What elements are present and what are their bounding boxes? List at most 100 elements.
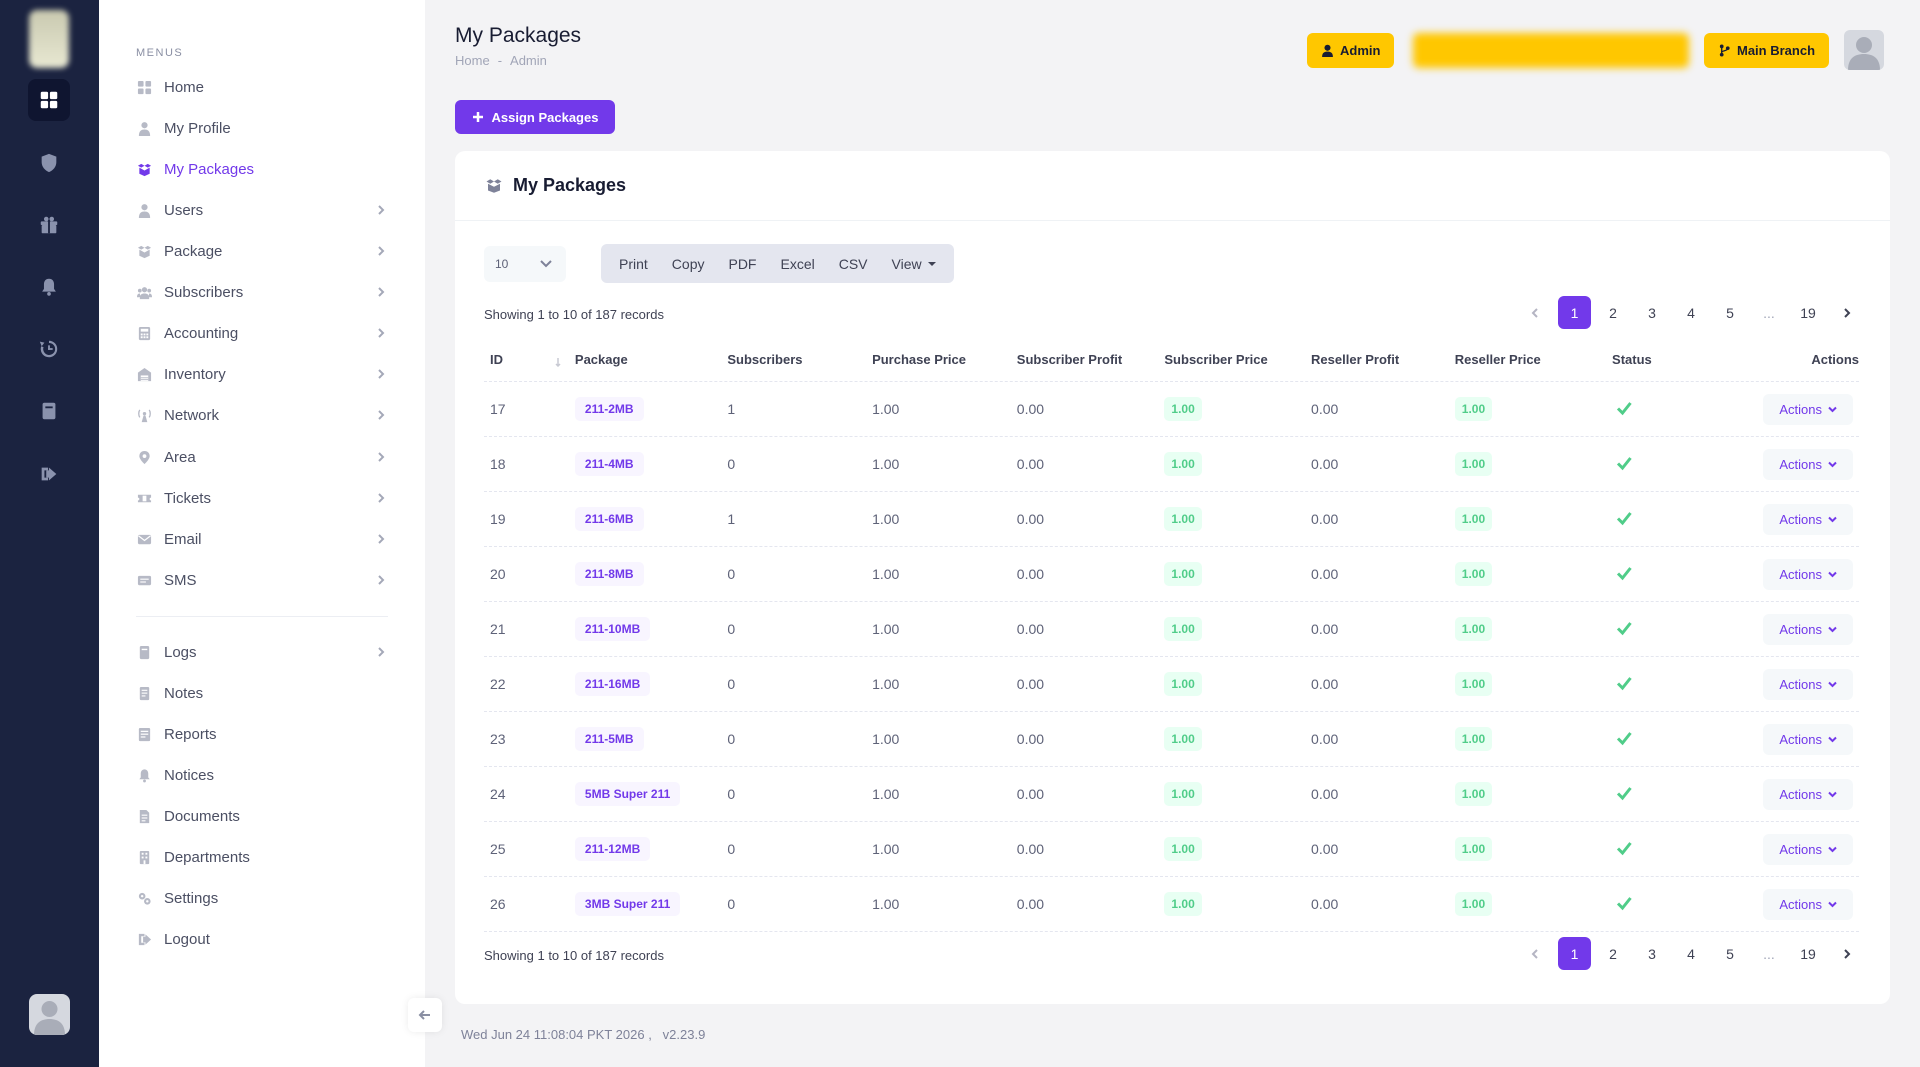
sidebar-item-email[interactable]: Email <box>136 524 388 554</box>
sidebar-item-notices[interactable]: Notices <box>136 760 388 790</box>
sidebar-item-subscribers[interactable]: Subscribers <box>136 277 388 307</box>
row-actions-button[interactable]: Actions <box>1763 558 1853 590</box>
assign-packages-button[interactable]: Assign Packages <box>455 100 615 134</box>
pagination-page-19[interactable]: 19 <box>1800 945 1816 962</box>
shield-icon[interactable] <box>28 142 70 184</box>
package-badge[interactable]: 211-16MB <box>574 672 651 696</box>
sidebar-item-my-packages[interactable]: My Packages <box>136 154 388 184</box>
package-badge[interactable]: 211-5MB <box>574 727 644 751</box>
pagination-page-2[interactable]: 2 <box>1609 945 1617 962</box>
package-badge[interactable]: 5MB Super 211 <box>574 782 681 806</box>
row-actions-button[interactable]: Actions <box>1763 448 1853 480</box>
sidebar-item-notes[interactable]: Notes <box>136 678 388 708</box>
gift-icon[interactable] <box>28 204 70 246</box>
cell-id: 24 <box>490 786 506 802</box>
excel-button[interactable]: Excel <box>780 255 815 272</box>
row-actions-button[interactable]: Actions <box>1763 778 1853 810</box>
pagination-page-1[interactable]: 1 <box>1558 296 1591 329</box>
package-badge[interactable]: 211-4MB <box>574 452 644 476</box>
print-button[interactable]: Print <box>619 255 648 272</box>
pagination-page-4[interactable]: 4 <box>1687 945 1695 962</box>
sidebar-item-departments[interactable]: Departments <box>136 842 388 872</box>
sidebar-item-accounting[interactable]: Accounting <box>136 318 388 348</box>
csv-button[interactable]: CSV <box>838 255 868 272</box>
package-badge[interactable]: 3MB Super 211 <box>574 892 681 916</box>
pagination-page-4[interactable]: 4 <box>1687 304 1695 321</box>
bell-icon[interactable] <box>28 266 70 308</box>
package-badge[interactable]: 211-10MB <box>574 617 651 641</box>
column-header-reseller-profit[interactable]: Reseller Profit <box>1311 351 1400 367</box>
dashboard-icon[interactable] <box>28 79 70 121</box>
pagination-next-button[interactable] <box>1828 296 1866 329</box>
pagination-page-5[interactable]: 5 <box>1726 304 1734 321</box>
column-header-subscriber-profit[interactable]: Subscriber Profit <box>1016 351 1123 367</box>
column-header-subscribers[interactable]: Subscribers <box>727 351 803 367</box>
sidebar-item-documents[interactable]: Documents <box>136 801 388 831</box>
menu-divider <box>136 616 388 617</box>
row-actions-button[interactable]: Actions <box>1763 668 1853 700</box>
sidebar-item-settings[interactable]: Settings <box>136 883 388 913</box>
package-badge[interactable]: 211-6MB <box>574 507 644 531</box>
sidebar-item-logs[interactable]: Logs <box>136 637 388 667</box>
row-actions-button[interactable]: Actions <box>1763 393 1853 425</box>
sidebar-item-tickets[interactable]: Tickets <box>136 483 388 513</box>
row-actions-button[interactable]: Actions <box>1763 613 1853 645</box>
column-header-reseller-price[interactable]: Reseller Price <box>1454 351 1541 367</box>
sidebar-item-reports[interactable]: Reports <box>136 719 388 749</box>
sidebar-item-area[interactable]: Area <box>136 442 388 472</box>
row-actions-button[interactable]: Actions <box>1763 833 1853 865</box>
sidebar-item-logout[interactable]: Logout <box>136 924 388 954</box>
pagination-page-2[interactable]: 2 <box>1609 304 1617 321</box>
pagination-page-5[interactable]: 5 <box>1726 945 1734 962</box>
table-row: 17 211-2MB 1 1.00 0.00 1.00 0.00 1.00 Actions <box>484 382 1859 437</box>
package-badge[interactable]: 211-8MB <box>574 562 644 586</box>
row-actions-button[interactable]: Actions <box>1763 503 1853 535</box>
sidebar-item-label: Logout <box>164 930 210 948</box>
package-badge[interactable]: 211-12MB <box>574 837 651 861</box>
sidebar-item-sms[interactable]: SMS <box>136 565 388 595</box>
column-visibility-button[interactable]: View <box>880 256 948 272</box>
row-actions-button[interactable]: Actions <box>1763 723 1853 755</box>
user-avatar[interactable] <box>29 994 70 1035</box>
row-actions-button[interactable]: Actions <box>1763 888 1853 920</box>
header-user-avatar[interactable] <box>1844 30 1884 70</box>
sidebar-item-inventory[interactable]: Inventory <box>136 359 388 389</box>
branch-selector-button[interactable]: Main Branch <box>1704 33 1830 68</box>
pagination-page-1[interactable]: 1 <box>1558 937 1591 970</box>
table-row: 24 5MB Super 211 0 1.00 0.00 1.00 0.00 1.00 Acti… <box>484 767 1859 822</box>
pagination-next-button[interactable] <box>1828 937 1866 970</box>
collapse-sidebar-button[interactable] <box>408 998 442 1032</box>
column-header-subscriber-price[interactable]: Subscriber Price <box>1164 351 1268 367</box>
pagination-prev-button[interactable] <box>1516 296 1554 329</box>
package-badge[interactable]: 211-2MB <box>574 397 644 421</box>
sidebar-item-home[interactable]: Home <box>136 72 388 102</box>
pdf-button[interactable]: PDF <box>728 255 757 272</box>
column-header-id[interactable]: ID <box>484 352 575 368</box>
reseller-price-badge: 1.00 <box>1454 892 1493 916</box>
sort-icon <box>555 355 561 368</box>
copy-button[interactable]: Copy <box>671 255 705 272</box>
history-icon[interactable] <box>28 328 70 370</box>
sidebar-item-my-profile[interactable]: My Profile <box>136 113 388 143</box>
brand-logo[interactable] <box>29 10 69 68</box>
admin-role-button[interactable]: Admin <box>1307 33 1395 68</box>
sidebar-item-users[interactable]: Users <box>136 195 388 225</box>
sidebar-item-package[interactable]: Package <box>136 236 388 266</box>
logout-icon[interactable] <box>28 453 70 495</box>
pagination-page-3[interactable]: 3 <box>1648 304 1656 321</box>
cell-purchase-price: 1.00 <box>872 676 900 692</box>
pagination-page-3[interactable]: 3 <box>1648 945 1656 962</box>
breadcrumb-home[interactable]: Home <box>455 53 490 68</box>
pagination-prev-button[interactable] <box>1516 937 1554 970</box>
column-header-purchase-price[interactable]: Purchase Price <box>872 351 967 367</box>
column-header-package[interactable]: Package <box>574 351 628 367</box>
book-icon[interactable] <box>28 390 70 432</box>
sidebar-item-network[interactable]: Network <box>136 400 388 430</box>
redacted-header-button[interactable] <box>1413 33 1689 68</box>
page-length-select[interactable]: 10 <box>484 246 566 282</box>
cell-reseller-profit: 0.00 <box>1311 511 1339 527</box>
cell-reseller-profit: 0.00 <box>1311 456 1339 472</box>
pagination-page-19[interactable]: 19 <box>1800 304 1816 321</box>
sidebar-item-label: Reports <box>164 725 217 743</box>
column-header-status[interactable]: Status <box>1612 351 1652 367</box>
